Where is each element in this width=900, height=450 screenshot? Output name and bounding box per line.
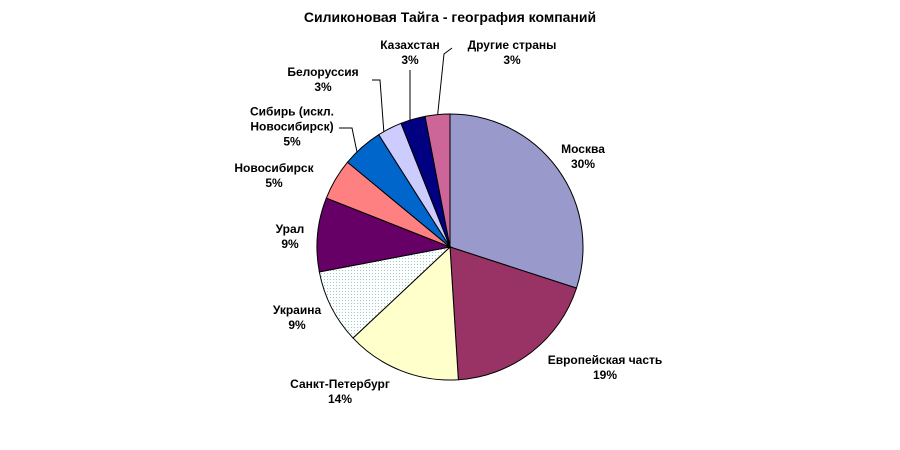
slice-name: Казахстан bbox=[380, 38, 440, 52]
slice-name: Другие страны bbox=[467, 38, 557, 52]
pie-slice bbox=[424, 113, 451, 248]
slice-name: Сибирь (искл. Новосибирск) bbox=[249, 104, 335, 134]
slice-value: 3% bbox=[314, 80, 332, 94]
slice-value: 19% bbox=[592, 368, 618, 382]
leader-line bbox=[372, 79, 385, 135]
chart-title: Силиконовая Тайга - география компаний bbox=[303, 9, 597, 25]
slice-value: 9% bbox=[281, 237, 299, 251]
slice-label: Сибирь (искл. Новосибирск) 5% bbox=[237, 105, 347, 150]
slice-label: Белоруссия 3% bbox=[278, 65, 368, 95]
leader-line bbox=[436, 47, 453, 122]
leader-lines bbox=[339, 47, 453, 153]
slice-value: 5% bbox=[265, 176, 283, 190]
slice-name: Белоруссия bbox=[287, 65, 359, 79]
slice-name: Европейская часть bbox=[547, 353, 663, 367]
pie-slice bbox=[352, 245, 459, 381]
slice-label: Европейская часть 19% bbox=[530, 353, 680, 383]
slice-name: Москва bbox=[561, 142, 605, 156]
slice-name: Новосибирск bbox=[234, 161, 314, 175]
slice-value: 14% bbox=[327, 392, 353, 406]
slice-label: Другие страны 3% bbox=[457, 38, 567, 68]
pie-slice bbox=[449, 113, 584, 289]
slice-value: 9% bbox=[288, 318, 306, 332]
slice-value: 3% bbox=[503, 53, 521, 67]
slice-label: Санкт-Петербург 14% bbox=[280, 377, 400, 407]
slice-label: Казахстан 3% bbox=[365, 38, 455, 68]
slice-label: Украина 9% bbox=[257, 303, 337, 333]
slice-label: Урал 9% bbox=[260, 222, 320, 252]
slice-name: Урал bbox=[275, 222, 305, 236]
pie-slice bbox=[449, 246, 578, 381]
slice-value: 30% bbox=[570, 157, 596, 171]
slice-value: 5% bbox=[283, 134, 301, 149]
leader-line bbox=[339, 127, 358, 153]
slice-value: 3% bbox=[401, 53, 419, 67]
slice-label: Новосибирск 5% bbox=[224, 161, 324, 191]
slice-name: Украина bbox=[272, 303, 322, 317]
slice-label: Москва 30% bbox=[523, 142, 643, 172]
slice-name: Санкт-Петербург bbox=[290, 377, 390, 391]
